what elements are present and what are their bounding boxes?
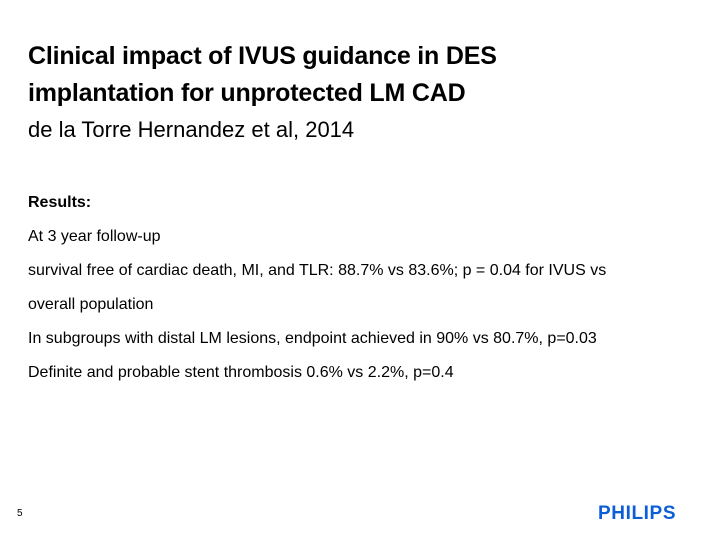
philips-logo: PHILIPS [598, 503, 677, 524]
slide-title: Clinical impact of IVUS guidance in DES … [28, 38, 688, 112]
title-line-1: Clinical impact of IVUS guidance in DES [28, 42, 497, 70]
page-number: 5 [17, 508, 23, 519]
body-line: At 3 year follow-up [28, 228, 161, 245]
slide-body: Results: At 3 year follow-up survival fr… [28, 186, 708, 390]
slide-subtitle: de la Torre Hernandez et al, 2014 [28, 117, 355, 142]
results-heading: Results: [28, 194, 92, 211]
body-line: In subgroups with distal LM lesions, end… [28, 330, 597, 347]
title-line-2: implantation for unprotected LM CAD [28, 79, 466, 107]
body-line: overall population [28, 296, 154, 313]
body-line: survival free of cardiac death, MI, and … [28, 262, 607, 279]
body-line: Definite and probable stent thrombosis 0… [28, 364, 454, 381]
